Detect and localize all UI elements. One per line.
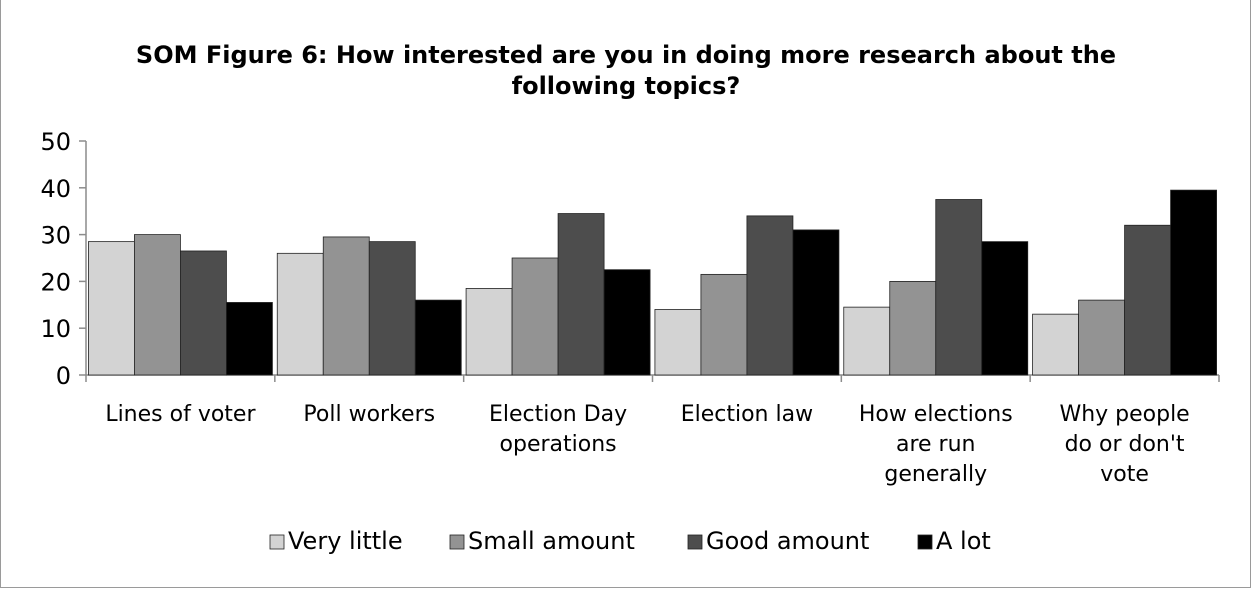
x-category-label: Election Day operations	[489, 402, 627, 457]
x-category-label-line: are run	[896, 432, 976, 457]
y-tick-label: 50	[40, 128, 71, 156]
x-category-label: Election law	[681, 402, 813, 427]
legend-swatch	[917, 534, 933, 550]
bar	[180, 250, 227, 376]
legend-label: Small amount	[468, 527, 635, 555]
x-category-label: Why people do or don't vote	[1059, 402, 1189, 487]
y-tick-label: 20	[40, 268, 71, 296]
bar	[1078, 299, 1125, 376]
chart-title-line-2: following topics?	[511, 72, 741, 100]
bar	[1032, 313, 1079, 376]
x-category-label-line: Election law	[681, 402, 813, 427]
bar	[981, 241, 1029, 376]
bar	[226, 302, 273, 376]
x-category-label-line: Poll workers	[303, 402, 435, 427]
x-category-label-line: vote	[1100, 462, 1149, 487]
legend-swatch	[687, 534, 703, 550]
y-tick-label: 10	[40, 315, 71, 343]
x-category-label-line: generally	[884, 462, 987, 487]
bar	[935, 199, 983, 376]
y-tick-label: 30	[40, 222, 71, 250]
bar	[1124, 224, 1171, 376]
x-category-label-line: Election Day	[489, 402, 627, 427]
x-category-label: How elections are run generally	[859, 402, 1013, 487]
legend-swatch	[269, 534, 285, 550]
bar	[792, 229, 840, 376]
x-category-label-line: operations	[500, 432, 617, 457]
bar	[414, 299, 462, 376]
chart-title-line-1: SOM Figure 6: How interested are you in …	[135, 41, 1117, 69]
bar	[700, 273, 748, 376]
bar	[88, 241, 135, 376]
x-category-label-line: How elections	[859, 402, 1013, 427]
x-category-label-line: Lines of voter	[105, 402, 256, 427]
bar	[654, 309, 702, 376]
bar	[465, 288, 513, 376]
legend-label: Very little	[288, 527, 403, 555]
bar	[276, 252, 324, 376]
bar	[134, 234, 181, 376]
bar	[322, 236, 370, 376]
bar	[889, 280, 937, 376]
x-category-label: Lines of voter	[105, 402, 256, 427]
bar	[511, 257, 559, 376]
x-category-label-line: do or don't	[1065, 432, 1185, 457]
bar	[557, 213, 605, 376]
legend-swatch	[449, 534, 465, 550]
x-category-label-line: Why people	[1059, 402, 1189, 427]
chart-title: SOM Figure 6: How interested are you in …	[100, 40, 1152, 102]
bar	[746, 215, 794, 376]
y-tick-label: 0	[56, 362, 71, 390]
legend-label: A lot	[936, 527, 991, 555]
x-category-label: Poll workers	[303, 402, 435, 427]
bar	[843, 306, 891, 376]
bar	[368, 241, 416, 376]
bar	[1170, 189, 1217, 376]
bar	[603, 269, 651, 376]
legend-label: Good amount	[706, 527, 869, 555]
y-tick-label: 40	[40, 175, 71, 203]
